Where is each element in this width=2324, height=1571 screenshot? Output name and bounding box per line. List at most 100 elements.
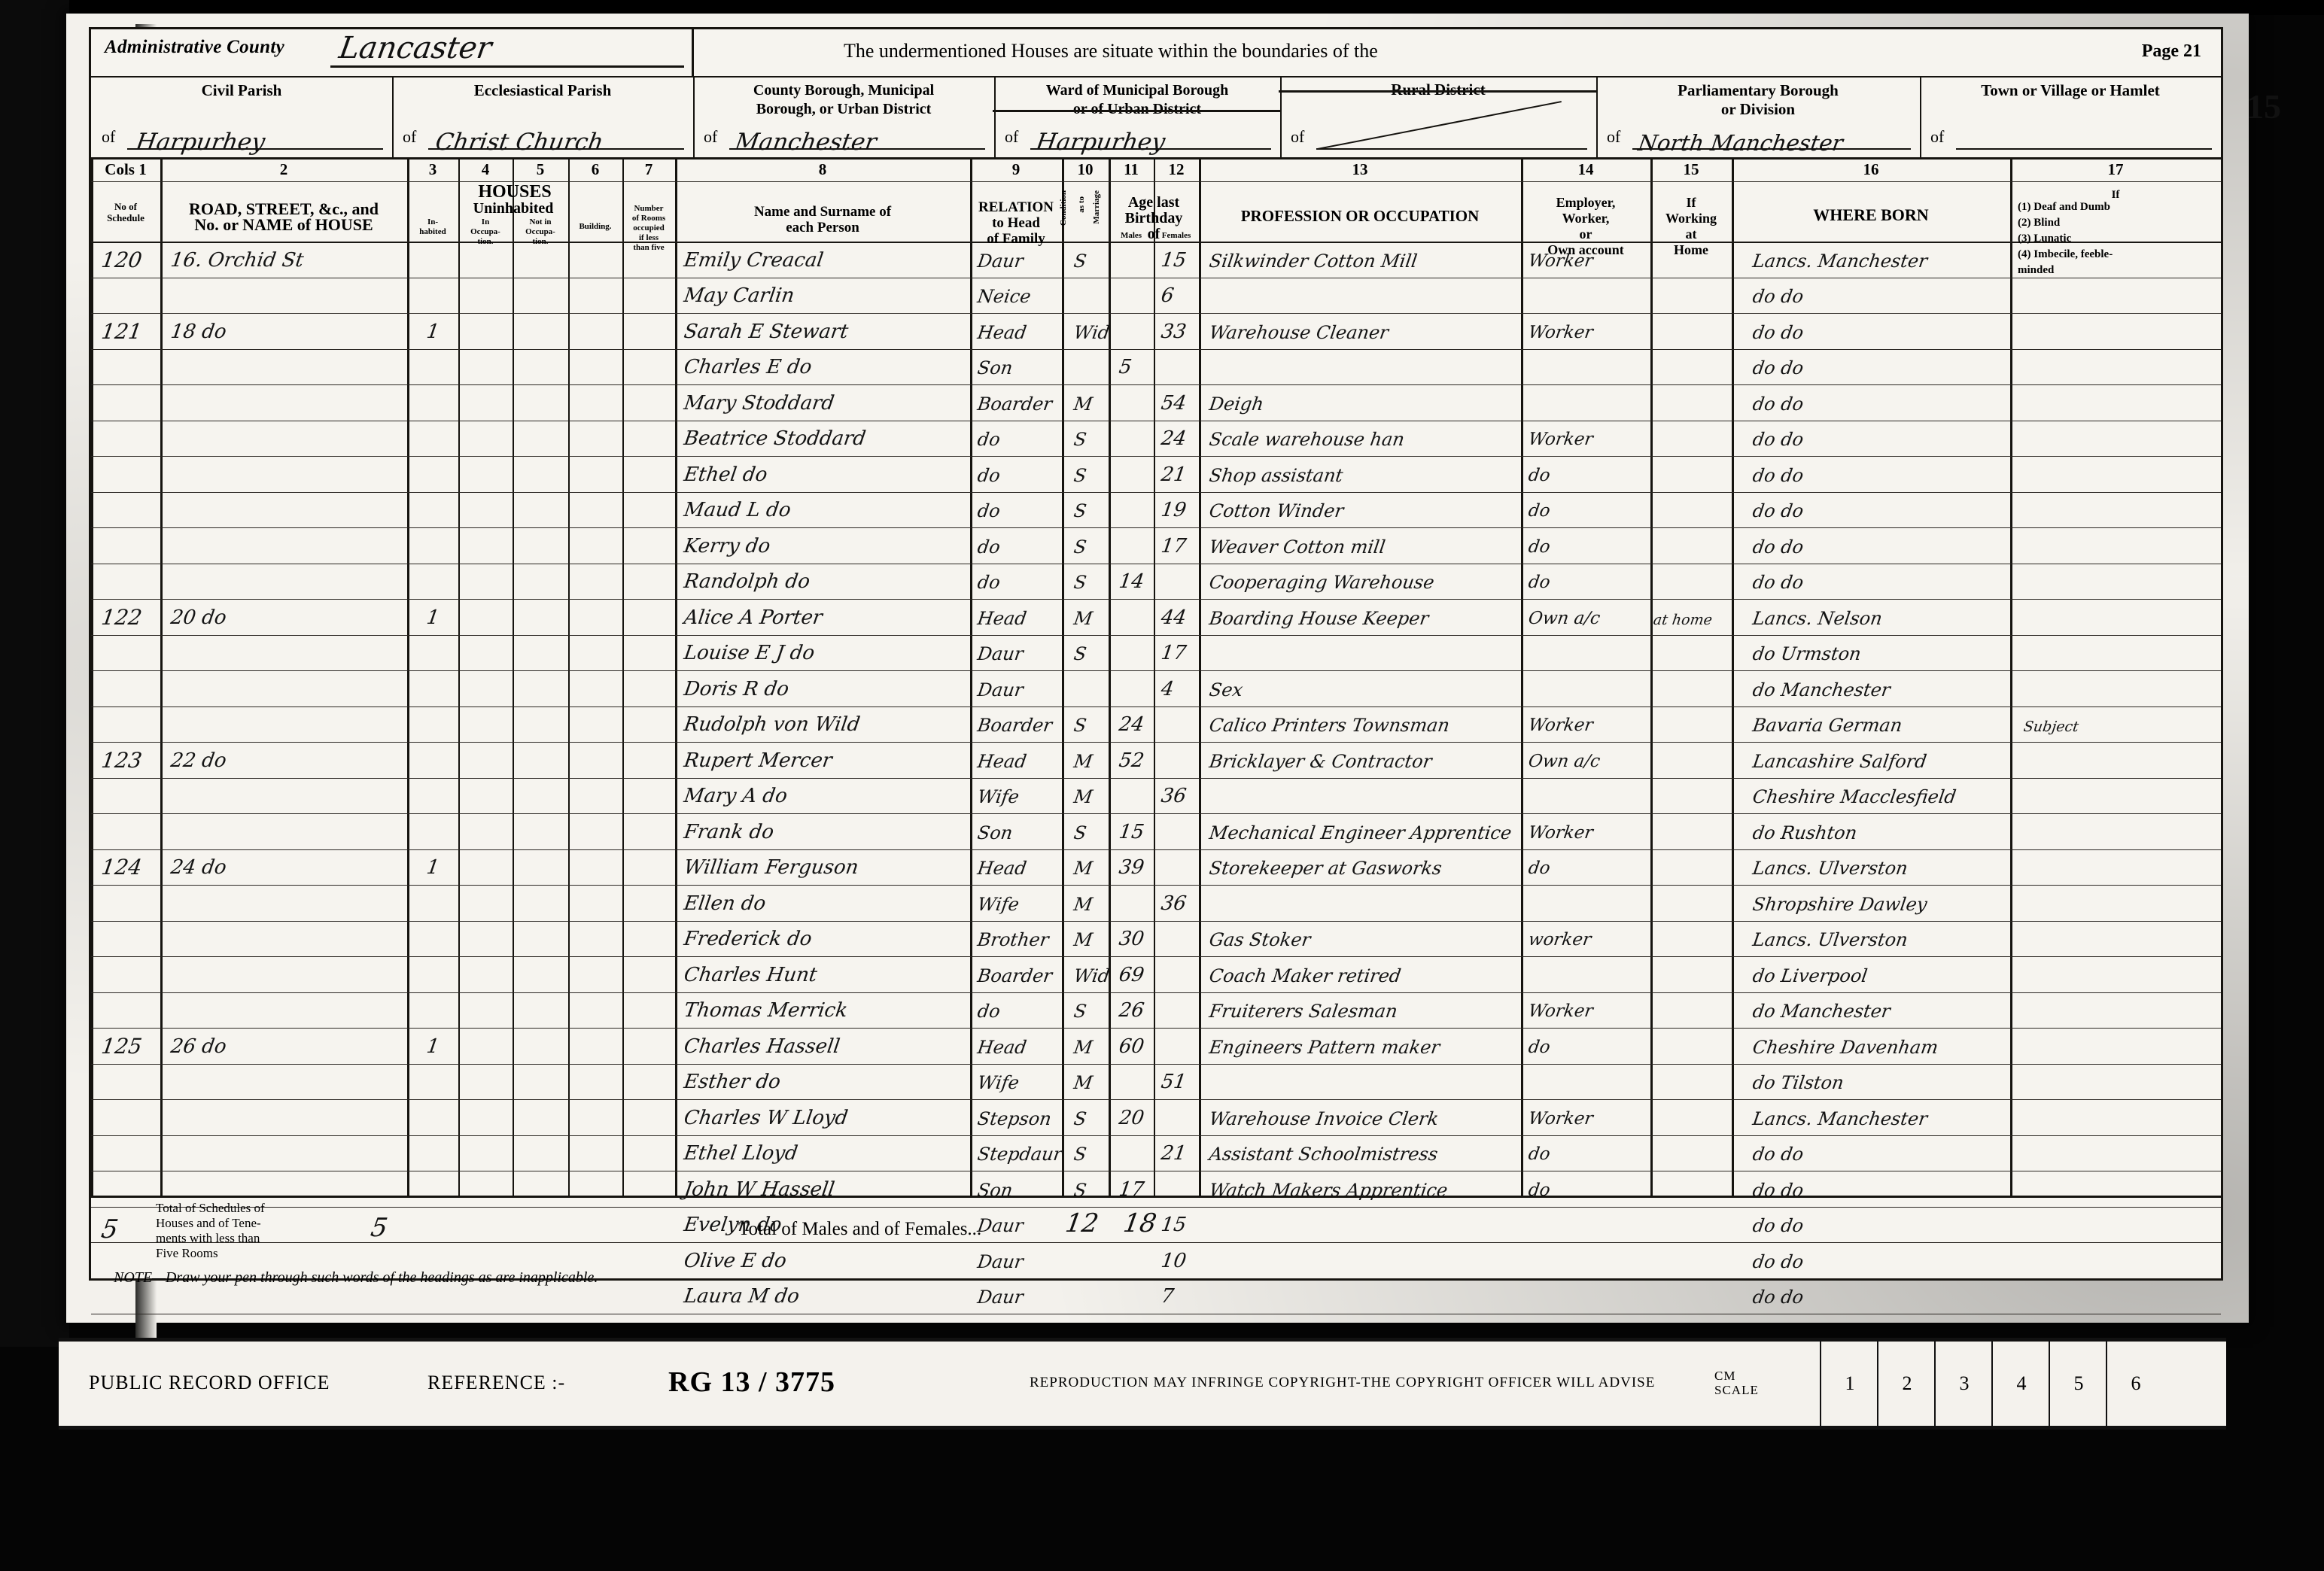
person-name: Beatrice Stoddard [682, 427, 868, 450]
where-born: Bavaria German [1751, 715, 1904, 736]
scale-tick-6: 6 [2106, 1342, 2164, 1426]
totals-schedules-label: Total of Schedules of Houses and of Tene… [156, 1201, 265, 1260]
marriage-condition: M [1072, 393, 1094, 415]
table-row: Kerry do do S 17 Weaver Cotton mill do do do [91, 527, 2221, 564]
column-header-infirmity: (1) Deaf and Dumb (2) Blind (3) Lunatic … [2018, 201, 2113, 276]
age-female: 21 [1159, 1142, 1188, 1165]
person-name: Ethel do [682, 463, 769, 486]
parliamentary-borough-value: North Manchester [1636, 130, 1845, 156]
undermentioned-note: The undermentioned Houses are situate wi… [844, 40, 1378, 62]
person-name: Charles E do [682, 356, 814, 378]
person-name: Kerry do [682, 534, 772, 558]
county-borough-label: County Borough, Municipal Borough, or Ur… [753, 82, 935, 117]
row-rule [91, 920, 2221, 922]
profession-occupation: Silkwinder Cotton Mill [1208, 250, 1419, 272]
profession-occupation: Cooperaging Warehouse [1208, 572, 1436, 593]
row-rule [91, 313, 2221, 314]
profession-occupation: Storekeeper at Gasworks [1208, 858, 1443, 879]
age-female: 21 [1159, 463, 1188, 486]
employer-status: Worker [1527, 822, 1595, 843]
inhabited-count: 1 [424, 320, 441, 343]
column-header-females: Females [1161, 231, 1191, 240]
film-gutter-left [0, 0, 69, 1347]
working-at-home: at home [1652, 611, 1714, 628]
where-born: do do [1751, 429, 1805, 450]
table-row: Charles Hunt Boarder Wid 69 Coach Maker reti… [91, 956, 2221, 992]
relation-to-head: Son [976, 357, 1014, 378]
where-born: do Tilston [1751, 1072, 1845, 1093]
person-name: Ellen do [682, 892, 768, 915]
census-form: Administrative County Lancaster The unde… [89, 27, 2223, 1314]
ecclesiastical-parish-underline [428, 148, 684, 150]
column-rule [622, 157, 624, 1196]
column-rule [458, 157, 460, 1196]
where-born: Lancashire Salford [1751, 750, 1928, 772]
form-note: NOTE—Draw your pen through such words of… [114, 1269, 598, 1286]
parliamentary-borough-cell: Parliamentary Borough or Division of Nor… [1596, 76, 1921, 157]
row-rule [91, 956, 2221, 957]
column-number-7: 7 [644, 160, 653, 178]
civil-parish-of: of [102, 127, 116, 146]
person-name: Randolph do [682, 570, 812, 593]
age-female: 17 [1159, 534, 1188, 558]
public-record-office-bar: PUBLIC RECORD OFFICE REFERENCE :- RG 13 … [59, 1338, 2226, 1430]
relation-to-head: Wife [976, 1072, 1021, 1093]
column-rule [675, 157, 677, 1196]
relation-to-head: Head [976, 607, 1028, 629]
totals-row: 5 Total of Schedules of Houses and of Te… [91, 1196, 2221, 1267]
ecclesiastical-parish-of: of [403, 127, 417, 146]
table-row: Rudolph von Wild Boarder S 24 Calico Printer… [91, 706, 2221, 743]
where-born: do Liverpool [1751, 965, 1869, 986]
column-rule [513, 157, 514, 1196]
profession-occupation: Boarding House Keeper [1208, 607, 1431, 629]
rural-district-strike-line [1317, 101, 1562, 150]
relation-to-head: Head [976, 750, 1028, 772]
where-born: do do [1751, 536, 1805, 558]
marriage-condition: S [1072, 715, 1088, 736]
profession-occupation: Shop assistant [1208, 464, 1345, 486]
table-row: Ethel do do S 21 Shop assistant do do do [91, 456, 2221, 492]
row-rule [91, 1063, 2221, 1065]
age-female: 17 [1159, 642, 1188, 664]
profession-occupation: Scale warehouse han [1208, 429, 1406, 450]
table-row: 122 20 do 1 Alice A Porter Head M 44 Boarding H… [91, 599, 2221, 635]
schedule-number: 124 [99, 855, 144, 880]
schedule-number: 120 [99, 247, 144, 272]
census-paper: Administrative County Lancaster The unde… [66, 14, 2249, 1342]
employer-status: do [1527, 1144, 1552, 1164]
person-name: Rudolph von Wild [682, 713, 862, 736]
column-header-profession: PROFESSION OR OCCUPATION [1240, 207, 1480, 225]
town-village-cell: Town or Village or Hamlet of [1920, 76, 2221, 157]
column-rule [1109, 157, 1111, 1196]
table-row: Frederick do Brother M 30 Gas Stoker worker La… [91, 921, 2221, 957]
person-name: Sarah E Stewart [682, 320, 850, 343]
administrative-county-value: Lancaster [336, 31, 494, 65]
district-strip: Civil Parish of Harpurhey Ecclesiastical… [91, 76, 2221, 160]
employer-status: Worker [1527, 322, 1595, 342]
where-born: do do [1751, 464, 1805, 486]
table-row: Beatrice Stoddard do S 24 Scale warehouse ha… [91, 421, 2221, 457]
age-male: 14 [1117, 570, 1146, 593]
relation-to-head: Head [976, 1036, 1028, 1058]
column-number-17: 17 [2107, 160, 2124, 178]
row-rule [91, 456, 2221, 457]
table-row: Ellen do Wife M 36 Shropshire Dawley [91, 885, 2221, 921]
table-row: Randolph do do S 14 Cooperaging Warehouse do d… [91, 564, 2221, 600]
profession-occupation: Deigh [1208, 393, 1265, 415]
relation-to-head: Neice [976, 286, 1033, 307]
marriage-condition: S [1072, 822, 1088, 843]
column-rule [2010, 157, 2012, 1196]
column-header-in-occupation: In Occupa- tion. [470, 217, 500, 246]
where-born: do do [1751, 1287, 1805, 1308]
row-rule [91, 348, 2221, 350]
table-row: Esther do Wife M 51 do Tilston [91, 1064, 2221, 1100]
relation-to-head: do [976, 1001, 1002, 1022]
person-name: Charles W Lloyd [682, 1106, 850, 1129]
age-female: 51 [1159, 1071, 1188, 1093]
rural-district-underline [1316, 148, 1587, 150]
column-header-road-street: ROAD, STREET, &c., and No. or NAME of HO… [188, 199, 379, 234]
age-male: 15 [1117, 820, 1146, 843]
person-name: William Ferguson [682, 856, 860, 879]
ward-label-struck: or of Urban District [993, 100, 1282, 119]
where-born: Lancs. Ulverston [1751, 929, 1909, 950]
